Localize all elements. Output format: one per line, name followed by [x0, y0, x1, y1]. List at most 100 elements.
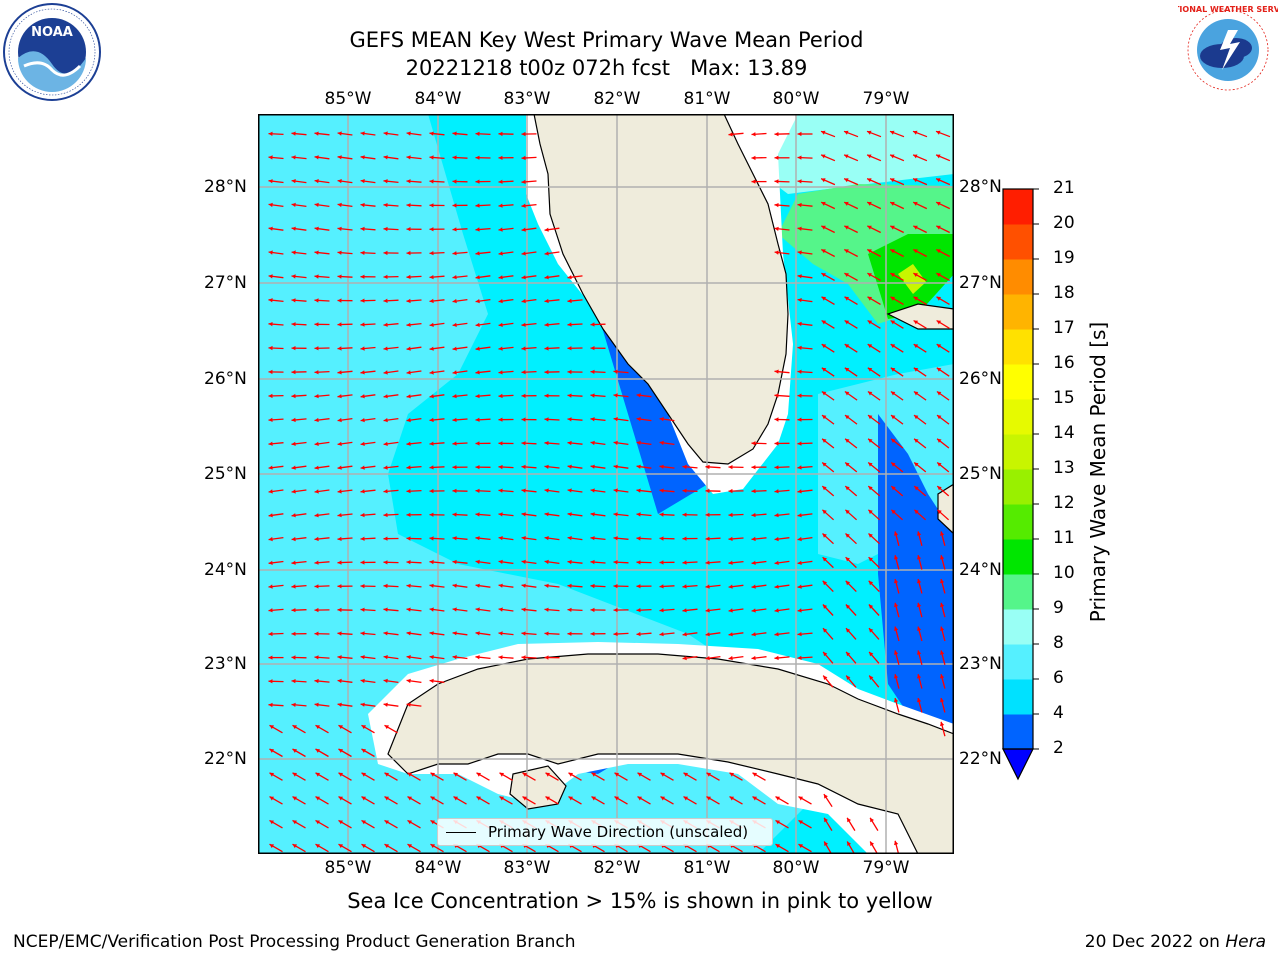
- wave-arrow-head: [314, 489, 319, 494]
- wave-arrow-head: [475, 299, 480, 304]
- wave-arrow-head: [360, 298, 365, 303]
- noaa-logo: NOAA: [3, 3, 101, 101]
- wave-arrow-head: [591, 796, 596, 801]
- wave-arrow-head: [337, 513, 342, 518]
- wave-arrow-head: [545, 772, 550, 777]
- wave-arrow-head: [917, 579, 922, 584]
- wave-arrow-head: [544, 583, 549, 588]
- wave-arrow-head: [360, 702, 365, 707]
- wave-arrow-head: [894, 698, 899, 703]
- colorbar-segment: [1003, 329, 1033, 365]
- wave-arrow-head: [521, 583, 526, 588]
- wave-arrow-head: [844, 154, 849, 159]
- wave-arrow-head: [383, 512, 388, 518]
- wave-arrow-head: [383, 489, 388, 494]
- wave-arrow-head: [729, 772, 734, 777]
- wave-arrow-head: [890, 391, 896, 396]
- wave-arrow-head: [338, 820, 343, 825]
- wave-arrow-head: [314, 250, 319, 255]
- wave-arrow-head: [936, 273, 941, 277]
- wave-arrow-head: [705, 560, 710, 565]
- wave-arrow-head: [705, 512, 710, 517]
- wave-arrow-head: [452, 394, 457, 399]
- wave-arrow-head: [846, 651, 851, 657]
- wave-arrow-head: [867, 154, 872, 159]
- wave-arrow-head: [845, 438, 850, 443]
- wave-arrow-head: [890, 367, 896, 372]
- wave-arrow-head: [545, 796, 550, 801]
- wave-arrow-head: [913, 225, 918, 230]
- wave-arrow-head: [821, 201, 826, 206]
- colorbar-tick-label: 14: [1053, 423, 1075, 443]
- wave-arrow-head: [360, 131, 365, 136]
- wave-arrow-head: [429, 275, 434, 280]
- wave-arrow-head: [452, 203, 457, 208]
- wave-arrow-head: [360, 179, 365, 184]
- wave-arrow-head: [936, 296, 941, 301]
- colorbar-segment: [1003, 679, 1033, 715]
- wave-arrow-head: [498, 370, 503, 375]
- lon-label-top: 83°W: [503, 89, 551, 109]
- lat-label-right: 28°N: [959, 177, 1002, 197]
- wave-arrow-head: [314, 655, 319, 660]
- wave-arrow-head: [338, 749, 343, 753]
- wave-arrow-head: [867, 320, 873, 325]
- wave-arrow-head: [521, 131, 526, 137]
- wave-arrow-head: [659, 488, 664, 493]
- wave-arrow-head: [407, 772, 412, 777]
- wave-arrow-head: [917, 531, 922, 536]
- wave-arrow-head: [845, 415, 850, 420]
- wave-arrow-head: [291, 346, 296, 351]
- wave-arrow-head: [269, 796, 274, 801]
- wave-arrow-head: [452, 227, 457, 232]
- wave-arrow-head: [774, 489, 779, 494]
- wave-arrow-head: [544, 559, 549, 565]
- wave-arrow-head: [659, 512, 664, 517]
- wave-arrow-head: [774, 393, 779, 398]
- wave-arrow-head: [659, 608, 664, 613]
- colorbar-tick-label: 20: [1053, 213, 1075, 233]
- wave-arrow-head: [636, 464, 641, 469]
- colorbar-segment: [1003, 539, 1033, 575]
- wave-arrow-head: [752, 796, 757, 801]
- wave-arrow-head: [797, 489, 802, 494]
- wave-arrow-head: [797, 202, 802, 208]
- wave-arrow-head: [544, 464, 549, 469]
- wave-arrow-head: [360, 584, 365, 589]
- wave-arrow-head: [406, 655, 411, 660]
- wave-arrow-head: [406, 607, 411, 612]
- wave-arrow-head: [636, 560, 641, 565]
- wave-arrow-head: [613, 488, 618, 493]
- wave-arrow-head: [821, 154, 826, 159]
- wave-arrow-head: [567, 346, 572, 351]
- wave-arrow-head: [499, 772, 504, 777]
- wave-arrow-head: [797, 441, 802, 446]
- wave-arrow-head: [406, 227, 411, 232]
- wave-arrow-head: [292, 820, 297, 825]
- wave-arrow-head: [452, 251, 457, 256]
- wave-arrow-head: [476, 796, 481, 801]
- wave-arrow-head: [659, 417, 664, 422]
- wave-arrow-head: [338, 725, 343, 730]
- wave-arrow-head: [636, 393, 641, 398]
- wave-arrow-head: [706, 796, 711, 801]
- lon-label-top: 82°W: [593, 89, 641, 109]
- wave-arrow-head: [728, 132, 733, 137]
- wave-arrow-head: [913, 320, 919, 325]
- wave-arrow-head: [314, 394, 319, 399]
- wave-arrow-head: [868, 533, 873, 538]
- wave-arrow-head: [544, 441, 549, 446]
- wave-arrow-head: [498, 607, 503, 612]
- wave-arrow-head: [845, 580, 851, 586]
- wave-arrow-head: [706, 772, 711, 777]
- florida-land: [533, 114, 789, 465]
- wave-arrow-head: [360, 226, 365, 232]
- wave-arrow-head: [845, 462, 850, 467]
- lon-label-bottom: 80°W: [772, 858, 820, 878]
- footer-date-text: 20 Dec 2022 on: [1084, 932, 1226, 952]
- wave-arrow-head: [452, 370, 457, 375]
- wave-arrow-head: [337, 179, 342, 184]
- wave-arrow-head: [406, 179, 411, 184]
- wave-arrow-head: [291, 417, 296, 423]
- wave-arrow-head: [291, 584, 296, 589]
